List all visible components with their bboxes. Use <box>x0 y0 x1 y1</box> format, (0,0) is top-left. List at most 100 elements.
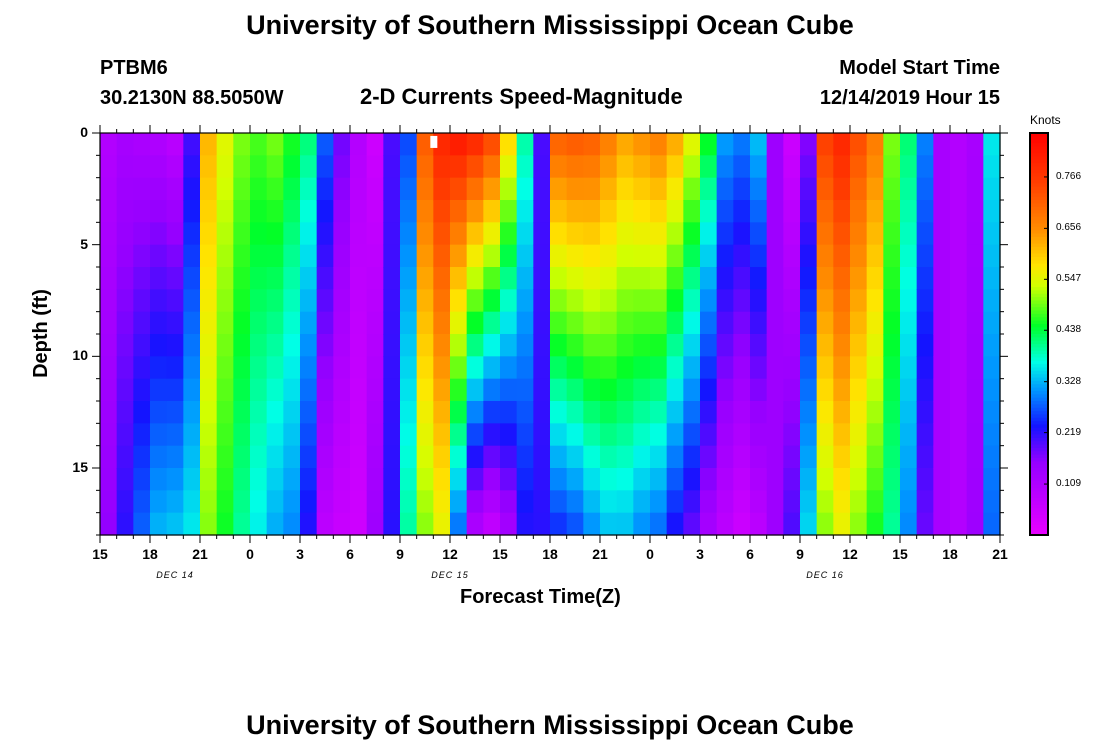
heatmap-cell <box>983 244 1001 268</box>
heatmap-cell <box>633 155 651 179</box>
heatmap-cell <box>700 356 718 380</box>
colorbar-segment <box>1030 334 1048 338</box>
heatmap-cell <box>666 244 684 268</box>
colorbar-segment <box>1030 243 1048 248</box>
heatmap-cell <box>250 311 268 335</box>
heatmap-cell <box>366 445 384 469</box>
colorbar-segment <box>1030 471 1048 476</box>
heatmap-cell <box>283 222 301 246</box>
heatmap-cell <box>850 311 868 335</box>
colorbar-segment <box>1030 528 1048 533</box>
heatmap-cell <box>150 267 168 290</box>
heatmap-cell <box>283 334 301 357</box>
heatmap-cell <box>566 512 584 536</box>
heatmap-cell <box>866 334 884 357</box>
heatmap-cell <box>266 177 284 201</box>
heatmap-cell <box>266 133 284 156</box>
heatmap-cell <box>133 378 151 402</box>
heatmap-cell <box>366 512 384 536</box>
heatmap-cell <box>816 468 834 491</box>
heatmap-cell <box>233 356 251 380</box>
heatmap-cell <box>600 512 618 536</box>
heatmap-cell <box>683 222 701 246</box>
heatmap-cell <box>716 155 734 179</box>
heatmap-cell <box>633 423 651 447</box>
heatmap-cell <box>966 378 984 402</box>
heatmap-cell <box>500 267 518 290</box>
heatmap-cell <box>683 468 701 491</box>
heatmap-cell <box>700 401 718 424</box>
heatmap-cell <box>866 244 884 268</box>
heatmap-cell <box>183 334 201 357</box>
heatmap-cell <box>683 133 701 156</box>
heatmap-cell <box>483 445 501 469</box>
heatmap-cell <box>816 267 834 290</box>
station-id: PTBM6 <box>100 57 168 79</box>
heatmap-cell <box>616 512 634 536</box>
heatmap-cell <box>783 200 801 223</box>
page-title-bottom: University of Southern Mississippi Ocean… <box>246 710 854 740</box>
heatmap-cell <box>633 311 651 335</box>
heatmap-cell <box>833 445 851 469</box>
heatmap-cell <box>833 289 851 313</box>
heatmap-cell <box>950 155 968 179</box>
heatmap-cell <box>900 490 918 514</box>
heatmap-cell <box>450 311 468 335</box>
heatmap-cell <box>983 289 1001 313</box>
colorbar-segment <box>1030 481 1048 486</box>
heatmap-cell <box>383 334 401 357</box>
heatmap-cell <box>450 423 468 447</box>
x-tick-label: 15 <box>492 546 508 562</box>
heatmap-cell <box>883 490 901 514</box>
heatmap-cell <box>783 356 801 380</box>
heatmap-cell <box>116 378 134 402</box>
heatmap-cell <box>666 177 684 201</box>
colorbar-segment <box>1030 344 1048 348</box>
heatmap-cell <box>600 356 618 380</box>
heatmap-cell <box>283 155 301 179</box>
colorbar-segment <box>1030 457 1048 462</box>
heatmap-cell <box>733 222 751 246</box>
heatmap-cell <box>466 177 484 201</box>
heatmap-cell <box>183 133 201 156</box>
heatmap-cell <box>650 244 668 268</box>
heatmap-cell <box>833 222 851 246</box>
heatmap-cell <box>983 490 1001 514</box>
heatmap-cell <box>216 222 234 246</box>
colorbar-segment <box>1030 494 1048 499</box>
heatmap-cell <box>533 155 551 179</box>
heatmap-cell <box>266 155 284 179</box>
heatmap-cell <box>433 512 451 536</box>
heatmap-cell <box>550 222 568 246</box>
heatmap-cell <box>266 289 284 313</box>
heatmap-cell <box>216 244 234 268</box>
heatmap-cell <box>566 490 584 514</box>
colorbar-tick-label: 0.766 <box>1056 170 1082 182</box>
heatmap-cell <box>316 378 334 402</box>
heatmap-cell <box>883 423 901 447</box>
heatmap-cell <box>333 267 351 290</box>
colorbar-segment <box>1030 364 1048 369</box>
heatmap-cell <box>833 311 851 335</box>
heatmap-cell <box>150 289 168 313</box>
heatmap-cell <box>866 512 884 536</box>
heatmap-cell <box>816 423 834 447</box>
heatmap-cell <box>533 311 551 335</box>
colorbar-tick-label: 0.328 <box>1056 375 1082 387</box>
heatmap-cell <box>683 378 701 402</box>
heatmap-cell <box>233 244 251 268</box>
y-tick-label: 15 <box>72 459 88 475</box>
heatmap-cell <box>133 222 151 246</box>
heatmap-cell <box>783 423 801 447</box>
heatmap-cell <box>533 244 551 268</box>
heatmap-cell <box>116 133 134 156</box>
heatmap-cell <box>516 468 534 491</box>
colorbar-segment <box>1030 347 1048 352</box>
heatmap-cell <box>216 334 234 357</box>
heatmap-cell <box>116 267 134 290</box>
heatmap-cell <box>366 177 384 201</box>
heatmap-cell <box>966 401 984 424</box>
heatmap-cell <box>250 445 268 469</box>
heatmap-cell <box>116 401 134 424</box>
heatmap-cell <box>416 401 434 424</box>
